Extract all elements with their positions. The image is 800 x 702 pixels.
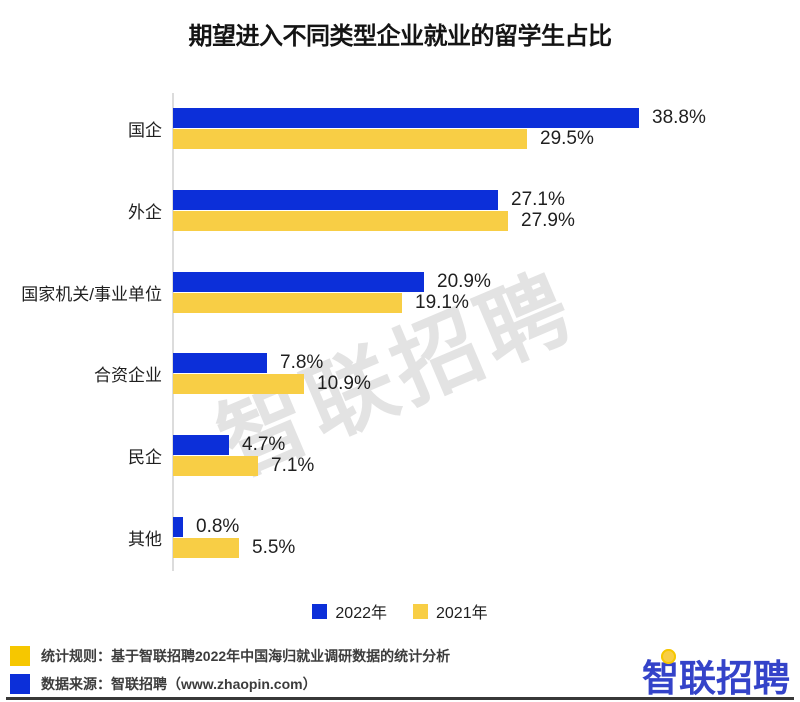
bar-2021年 (173, 538, 239, 558)
category-label: 国企 (128, 121, 162, 140)
value-label-2022年: 0.8% (196, 516, 240, 537)
value-label-2021年: 10.9% (317, 373, 371, 394)
value-label-2021年: 27.9% (521, 210, 575, 231)
bar-2022年 (173, 353, 267, 373)
value-label-2021年: 5.5% (252, 537, 296, 558)
value-label-2022年: 27.1% (511, 189, 565, 210)
legend-swatch-icon (413, 603, 428, 619)
legend-label: 2021年 (436, 605, 488, 622)
category-label: 国家机关/事业单位 (21, 285, 162, 304)
note-marker-icon (10, 646, 30, 666)
bar-2021年 (173, 293, 402, 313)
category-label: 外企 (128, 203, 162, 222)
logo-rest-text: 联招聘 (679, 658, 790, 699)
bar-2022年 (173, 190, 498, 210)
value-label-2022年: 38.8% (652, 107, 706, 128)
value-label-2021年: 19.1% (415, 292, 469, 313)
logo-first-char: 智 (642, 648, 679, 702)
footer-notes: 统计规则：基于智联招聘2022年中国海归就业调研数据的统计分析 数据来源：智联招聘… (10, 646, 450, 702)
value-label-2022年: 7.8% (280, 352, 324, 373)
category-label: 其他 (128, 530, 162, 549)
note-marker-icon (10, 674, 30, 694)
bar-2021年 (173, 456, 258, 476)
bar-2022年 (173, 108, 639, 128)
bar-2021年 (173, 374, 304, 394)
legend-item-2021年: 2021年 (413, 599, 488, 623)
bar-2021年 (173, 211, 508, 231)
chart-legend: 2022年 2021年 (0, 599, 800, 623)
logo-accent-dot-icon (661, 649, 676, 664)
legend-swatch-icon (312, 603, 328, 619)
value-label-2021年: 7.1% (271, 455, 315, 476)
y-axis-line (172, 93, 174, 571)
bar-2021年 (173, 129, 527, 149)
note-text: 数据来源：智联招聘（www.zhaopin.com） (41, 676, 317, 692)
zhaopin-logo: 智联招聘 (642, 648, 790, 702)
legend-item-2022年: 2022年 (312, 599, 387, 623)
value-label-2022年: 20.9% (437, 271, 491, 292)
note-text: 统计规则：基于智联招聘2022年中国海归就业调研数据的统计分析 (41, 648, 451, 664)
bar-2022年 (173, 435, 229, 455)
bar-2022年 (173, 517, 183, 537)
category-label: 民企 (128, 448, 162, 467)
category-label: 合资企业 (94, 366, 162, 385)
footer-note-row: 数据来源：智联招聘（www.zhaopin.com） (10, 674, 450, 694)
value-label-2021年: 29.5% (540, 128, 594, 149)
legend-label: 2022年 (335, 605, 387, 622)
chart-title: 期望进入不同类型企业就业的留学生占比 (188, 23, 613, 50)
footer-note-row: 统计规则：基于智联招聘2022年中国海归就业调研数据的统计分析 (10, 646, 450, 666)
bottom-border-line (6, 697, 794, 700)
value-label-2022年: 4.7% (242, 434, 286, 455)
bar-2022年 (173, 272, 424, 292)
